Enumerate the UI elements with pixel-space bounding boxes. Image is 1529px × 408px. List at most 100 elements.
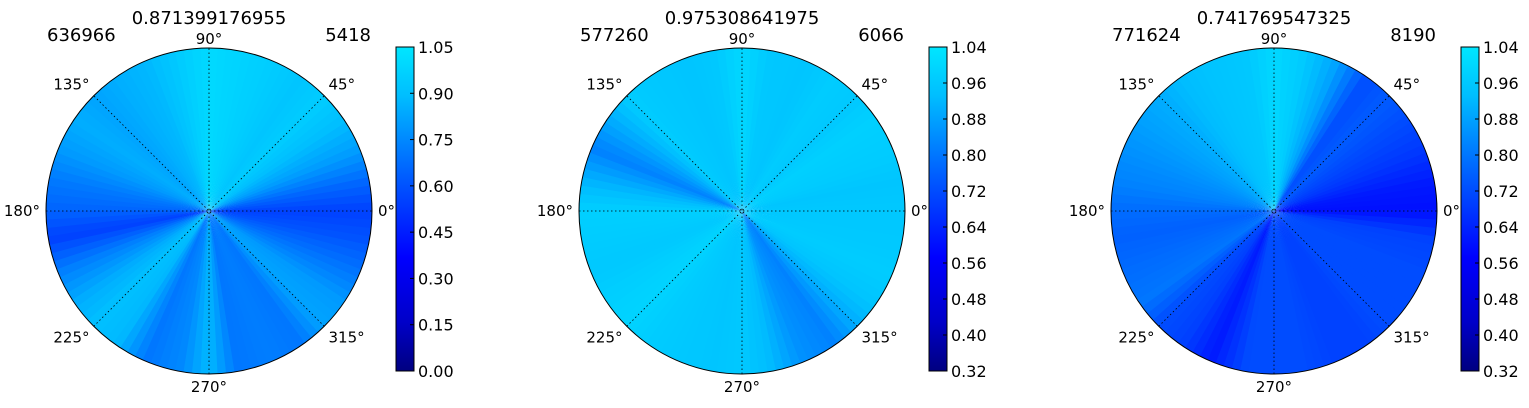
contour-wedge bbox=[596, 211, 742, 294]
polar-frame bbox=[578, 47, 906, 375]
contour-wedge bbox=[1114, 168, 1274, 211]
contour-wedge bbox=[1248, 211, 1274, 374]
colorbar-tick-label: 0.88 bbox=[1483, 110, 1519, 129]
colorbar-tick-label: 0.96 bbox=[1483, 74, 1519, 93]
contour-wedge bbox=[1274, 55, 1333, 212]
contour-wedge bbox=[99, 211, 209, 339]
contour-wedge bbox=[579, 202, 742, 213]
contour-wedge bbox=[1274, 211, 1350, 360]
angle-tick-label: 270° bbox=[1256, 378, 1292, 396]
colorbar-tick-label: 0.32 bbox=[1483, 362, 1519, 381]
angle-tick-label: 315° bbox=[862, 329, 898, 347]
contour-wedge bbox=[175, 211, 209, 373]
contour-wedge bbox=[1274, 211, 1365, 353]
contour-wedge bbox=[1274, 128, 1420, 211]
angle-tick-label: 225° bbox=[586, 329, 622, 347]
contour-wedge bbox=[1207, 211, 1274, 364]
contour-wedge bbox=[632, 211, 742, 339]
colorbar-gradient bbox=[395, 46, 415, 372]
contour-wedge bbox=[209, 135, 358, 211]
contour-wedge bbox=[699, 211, 742, 371]
polar-panel-2: 0° 45° 90° 135° 180° 225° 270° 315° 0.9753086419… bbox=[537, 8, 987, 396]
contour-wedge bbox=[1274, 58, 1341, 211]
contour-wedge bbox=[626, 211, 742, 334]
contour-wedge bbox=[1274, 211, 1357, 357]
contour-wedge bbox=[77, 211, 209, 315]
contour-wedge bbox=[1141, 108, 1274, 211]
contour-wedge bbox=[1274, 211, 1385, 338]
contour-wedge bbox=[1128, 211, 1274, 294]
contour-wedge bbox=[742, 209, 905, 220]
contour-wedge bbox=[1132, 211, 1274, 302]
contour-wedge bbox=[1178, 211, 1274, 349]
contour-wedge bbox=[72, 211, 209, 309]
colorbar-tick-label: 0.48 bbox=[1483, 290, 1519, 309]
contour-fill bbox=[1111, 47, 1438, 374]
contour-wedge bbox=[209, 211, 372, 229]
contour-wedge bbox=[742, 211, 865, 327]
contour-wedge bbox=[638, 79, 742, 211]
contour-wedge bbox=[1136, 115, 1274, 211]
contour-wedge bbox=[1170, 79, 1274, 211]
contour-wedge bbox=[742, 211, 825, 357]
colorbar-tick-label: 0.40 bbox=[1483, 326, 1519, 345]
contour-wedge bbox=[592, 137, 742, 211]
contour-wedge bbox=[200, 211, 211, 374]
contour-wedge bbox=[742, 211, 900, 262]
contour-wedge bbox=[1274, 211, 1420, 293]
contour-wedge bbox=[1274, 88, 1390, 211]
colorbar-tick-label: 0.00 bbox=[418, 362, 454, 381]
angle-tick-label: 180° bbox=[537, 202, 573, 220]
contour-wedge bbox=[63, 211, 209, 294]
contour-wedge bbox=[1215, 211, 1274, 367]
colorbar-tick-label: 0.56 bbox=[1483, 254, 1519, 273]
contour-wedge bbox=[659, 65, 742, 212]
contour-wedge bbox=[60, 211, 210, 287]
angle-tick-label: 135° bbox=[586, 76, 622, 94]
colorbar-tick-label: 0.80 bbox=[951, 146, 987, 165]
contour-wedge bbox=[1157, 89, 1274, 211]
contour-wedge bbox=[209, 211, 337, 321]
contour-wedge bbox=[742, 211, 905, 229]
contour-wedge bbox=[209, 55, 268, 212]
contour-wedge bbox=[209, 211, 292, 357]
contour-wedge bbox=[742, 211, 895, 278]
contour-wedge bbox=[92, 89, 209, 211]
contour-wedge bbox=[1274, 135, 1423, 211]
contour-wedge bbox=[742, 211, 902, 254]
contour-fill bbox=[579, 47, 905, 374]
contour-wedge bbox=[133, 62, 209, 212]
contour-wedge bbox=[586, 152, 742, 211]
contour-wedge bbox=[209, 48, 227, 211]
panel-title: 0.975308641975 bbox=[665, 8, 820, 29]
contour-wedge bbox=[1146, 101, 1274, 211]
contour-wedge bbox=[742, 211, 888, 293]
colorbar: 0.00 0.15 0.30 0.45 0.60 0.75 0.90 1.05 bbox=[395, 38, 454, 381]
contour-wedge bbox=[1274, 65, 1356, 211]
contour-wedge bbox=[653, 211, 742, 354]
contour-wedge bbox=[1274, 94, 1396, 211]
contour-wedge bbox=[1272, 48, 1283, 212]
contour-wedge bbox=[596, 129, 742, 211]
contour-wedge bbox=[1274, 211, 1378, 343]
contour-wedge bbox=[135, 211, 209, 361]
contour-wedge bbox=[1274, 51, 1317, 211]
angle-tick-label: 270° bbox=[724, 378, 760, 396]
angle-tick-label: 180° bbox=[4, 202, 40, 220]
angle-tick-label: 135° bbox=[1118, 76, 1154, 94]
contour-wedge bbox=[1274, 211, 1417, 300]
contour-wedge bbox=[600, 211, 742, 302]
contour-wedge bbox=[1158, 211, 1274, 334]
polar-panel-1: 0° 45° 90° 135° 180° 225° 270° 315° 0.8713991769… bbox=[4, 8, 454, 396]
contour-wedge bbox=[111, 74, 209, 211]
angle-tick-label: 0° bbox=[1443, 202, 1460, 220]
contour-wedge bbox=[742, 61, 816, 211]
contour-wedge bbox=[742, 211, 833, 353]
contour-wedge bbox=[1147, 211, 1274, 322]
contour-wedge bbox=[1118, 152, 1274, 211]
colorbar-gradient bbox=[928, 46, 948, 372]
contour-wedge bbox=[614, 101, 742, 211]
contour-wedge bbox=[209, 211, 359, 285]
contour-wedge bbox=[105, 79, 209, 211]
contour-wedge bbox=[1151, 95, 1274, 211]
